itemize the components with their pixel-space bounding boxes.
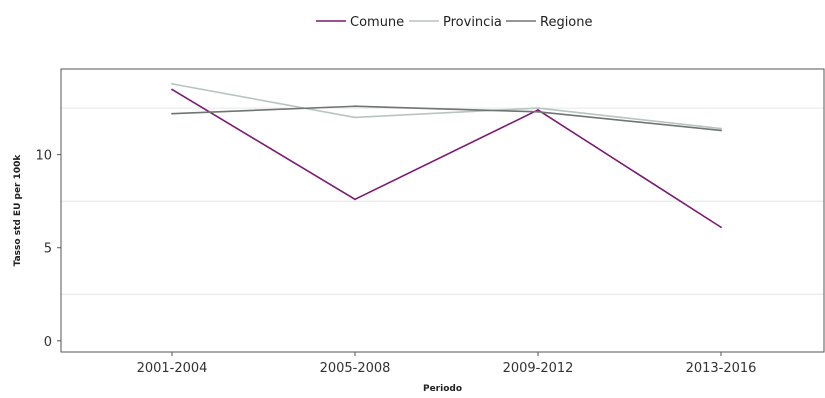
- series-line-provincia: [171, 83, 722, 130]
- data-point-provincia-2005-2008: [354, 116, 356, 119]
- y-tick-label-10: 10: [35, 149, 52, 164]
- data-point-comune-2001-2004: [171, 88, 173, 91]
- y-tick-label-0: 0: [44, 335, 52, 350]
- x-tick-label-2001-2004: 2001-2004: [137, 361, 208, 376]
- x-axis: 2001-2004 2005-2008 2009-2012 2013-2016: [137, 352, 757, 376]
- x-tick-label-2013-2016: 2013-2016: [686, 361, 757, 376]
- series-lines: [171, 82, 722, 229]
- legend-label-regione: Regione: [540, 15, 593, 30]
- data-point-provincia-2001-2004: [171, 82, 173, 85]
- y-axis: 0 5 10: [35, 149, 61, 350]
- gridlines: [61, 107, 824, 295]
- legend: Comune Provincia Regione: [316, 15, 593, 30]
- legend-label-provincia: Provincia: [443, 15, 502, 30]
- data-point-comune-2009-2012: [537, 109, 539, 111]
- series-line-comune: [171, 88, 722, 228]
- data-point-regione-2009-2012: [537, 110, 539, 113]
- plot-frame: [60, 68, 825, 353]
- y-axis-title: Tasso std EU per 100k: [13, 154, 23, 267]
- x-tick-label-2005-2008: 2005-2008: [320, 361, 391, 376]
- series-line-regione: [171, 105, 722, 132]
- data-point-comune-2005-2008: [354, 198, 356, 201]
- x-axis-title: Periodo: [423, 384, 462, 394]
- data-point-regione-2001-2004: [171, 112, 173, 115]
- y-tick-label-5: 5: [44, 242, 52, 257]
- data-point-provincia-2009-2012: [537, 107, 539, 109]
- x-tick-label-2009-2012: 2009-2012: [503, 361, 574, 376]
- legend-label-comune: Comune: [350, 15, 404, 30]
- data-point-provincia-2013-2016: [720, 127, 722, 130]
- data-point-regione-2005-2008: [354, 105, 356, 108]
- data-point-comune-2013-2016: [720, 226, 722, 229]
- data-point-regione-2013-2016: [720, 129, 722, 132]
